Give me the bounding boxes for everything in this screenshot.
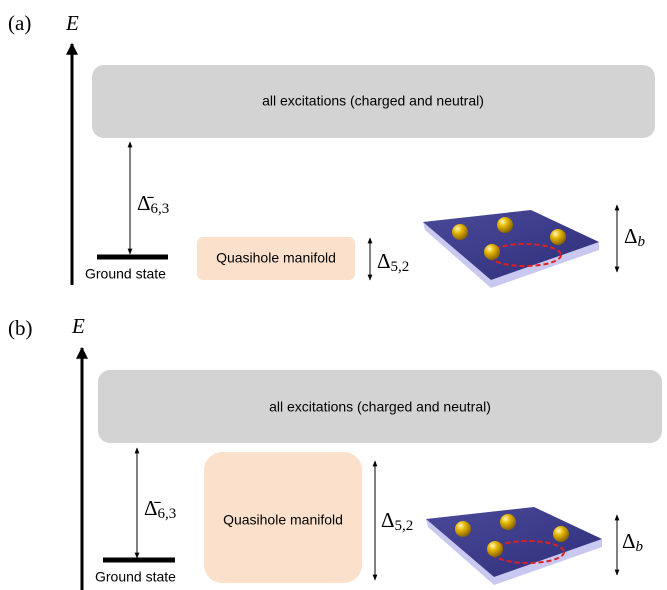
panel-label: (a) xyxy=(8,11,31,35)
b-gap-label: Δb xyxy=(624,224,646,251)
diagram: (a) E all excitations (charged and neutr… xyxy=(0,0,667,590)
axis-label: E xyxy=(71,314,85,338)
panel-label: (b) xyxy=(8,316,33,340)
qh-gap-label: Δ5,2 xyxy=(377,249,409,276)
gap-label: Δ̄6,3 xyxy=(137,191,169,218)
axis-label: E xyxy=(65,11,79,35)
excitations-label: all excitations (charged and neutral) xyxy=(262,93,484,109)
excitations-label: all excitations (charged and neutral) xyxy=(269,399,491,415)
qh-gap-label: Δ5,2 xyxy=(381,508,413,535)
quasihole-illustration xyxy=(423,210,599,288)
panel-a: (a) E all excitations (charged and neutr… xyxy=(8,11,655,288)
quasihole-illustration xyxy=(426,507,602,585)
quasihole-label: Quasihole manifold xyxy=(216,250,336,266)
ground-state-label: Ground state xyxy=(95,569,176,585)
b-gap-label: Δb xyxy=(622,529,644,556)
gap-label: Δ̄6,3 xyxy=(144,496,176,523)
ground-state-label: Ground state xyxy=(85,266,166,282)
quasihole-label: Quasihole manifold xyxy=(223,512,343,528)
panel-b: (b) E all excitations (charged and neutr… xyxy=(8,314,662,590)
